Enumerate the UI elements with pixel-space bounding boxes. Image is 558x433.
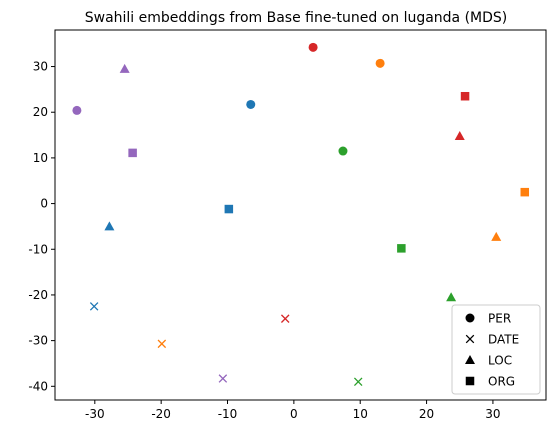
points-layer (72, 42, 530, 386)
legend-label: PER (488, 312, 511, 326)
chart-title: Swahili embeddings from Base fine-tuned … (85, 10, 508, 26)
y-tick-label: 0 (40, 197, 48, 211)
data-point-square (128, 148, 137, 158)
y-tick-label: -30 (28, 334, 48, 348)
data-point-square (460, 91, 470, 101)
data-point-triangle (454, 130, 465, 140)
data-point-circle (338, 146, 348, 156)
plot-frame (54, 29, 547, 401)
x-tick-label: 30 (485, 407, 500, 421)
x-tick-label: -30 (85, 407, 105, 421)
data-point-circle (72, 105, 82, 115)
legend-marker-triangle (465, 355, 475, 364)
data-point-triangle (491, 231, 502, 241)
legend: PER DATE LOC ORG (451, 304, 541, 395)
data-point-x (280, 314, 290, 323)
y-tick-label: 30 (33, 60, 48, 74)
data-point-square (520, 187, 530, 197)
data-point-triangle (119, 63, 130, 73)
data-point-square (397, 244, 406, 253)
data-point-circle (375, 58, 385, 68)
x-tick-label: -10 (218, 407, 238, 421)
x-tick-label: 10 (353, 407, 368, 421)
y-tick-label: -40 (28, 379, 48, 393)
y-tick-label: 20 (33, 105, 48, 119)
legend-marker-x (465, 334, 475, 344)
ticks-layer: -30 -20 -10 0 10 20 30 -40 -30 -20 -10 0 10 20 30 (28, 60, 500, 421)
legend-marker-circle (465, 313, 475, 323)
data-point-circle (308, 42, 318, 52)
legend-marker-square (465, 376, 475, 386)
legend-frame (451, 304, 541, 395)
data-point-circle (246, 99, 256, 109)
data-point-square (224, 204, 234, 214)
data-point-x (157, 339, 167, 349)
data-point-triangle (446, 292, 457, 302)
legend-label: DATE (488, 333, 519, 347)
y-tick-label: -10 (28, 242, 48, 256)
y-tick-label: 10 (33, 151, 48, 165)
x-tick-label: 20 (419, 407, 434, 421)
data-point-triangle (104, 221, 115, 231)
data-point-x (218, 374, 228, 383)
x-tick-label: -20 (151, 407, 171, 421)
data-point-x (89, 302, 99, 311)
legend-label: LOC (488, 354, 512, 368)
x-tick-label: 0 (290, 407, 298, 421)
legend-label: ORG (488, 375, 515, 389)
y-tick-label: -20 (28, 288, 48, 302)
data-point-x (353, 377, 363, 386)
